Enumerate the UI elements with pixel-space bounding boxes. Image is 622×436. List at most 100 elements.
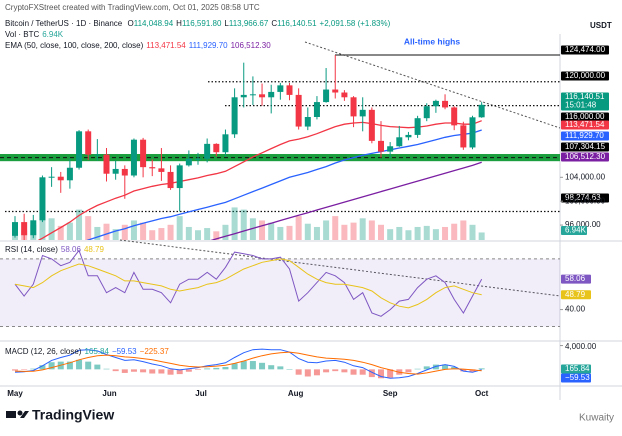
annotation: All-time highs	[404, 36, 460, 46]
volume-bar	[396, 226, 403, 240]
candle-body	[231, 97, 238, 135]
price-tag-label: 120,000.00	[565, 71, 606, 80]
rsi-tick-label: 58.06	[565, 274, 586, 283]
y-tick-label: 104,000.00	[565, 172, 606, 181]
price-tag	[561, 92, 609, 111]
volume-bar	[140, 222, 147, 240]
volume-tag	[561, 226, 587, 235]
macd-histogram	[423, 366, 430, 370]
macd-histogram	[21, 369, 28, 370]
candle-body	[323, 89, 330, 103]
ohlc-key: H	[176, 19, 182, 28]
price-tag	[561, 120, 609, 130]
price-tag-label: 107,304.15	[565, 142, 606, 151]
volume-bar	[469, 224, 476, 240]
candle-body	[12, 222, 18, 236]
price-tag	[561, 152, 609, 162]
candle-body	[286, 85, 293, 95]
macd-tag	[561, 373, 591, 383]
rsi-tag	[561, 274, 591, 284]
volume-bar	[295, 216, 302, 240]
candle-body	[30, 220, 37, 236]
candle-body	[103, 154, 110, 174]
volume-bar	[359, 218, 366, 240]
volume-bar	[460, 220, 467, 240]
candle-body	[460, 125, 467, 148]
macd-histogram	[359, 369, 366, 375]
volume-bar	[432, 229, 439, 240]
macd-histogram	[295, 369, 302, 375]
volume-bar	[176, 216, 183, 240]
macd-histogram	[85, 361, 92, 370]
volume-bar	[231, 207, 238, 240]
macd-histogram	[341, 369, 348, 373]
macd-histogram	[478, 368, 485, 370]
macd-histogram	[94, 364, 101, 370]
macd-tick-label: 4,000.00	[565, 342, 597, 351]
candle-body	[442, 100, 449, 108]
macd-histogram	[268, 365, 275, 370]
macd-histogram	[149, 369, 156, 374]
volume-bar	[423, 225, 430, 240]
x-tick-label: Jun	[102, 389, 116, 398]
y-tick-label: 96,000.00	[565, 220, 601, 229]
candle-body	[57, 176, 64, 181]
price-tag	[561, 71, 609, 81]
ohlc-value: 116,591.80	[181, 19, 222, 28]
macd-histogram	[30, 368, 37, 370]
ema-line	[210, 161, 482, 240]
candle-body	[66, 167, 73, 181]
macd-histogram	[460, 369, 467, 372]
candle-body	[313, 102, 320, 117]
macd-histogram	[240, 361, 247, 370]
macd-histogram	[195, 369, 201, 370]
macd-histogram	[350, 369, 357, 375]
macd-histogram	[405, 369, 412, 373]
symbol-line: Bitcoin / TetherUS · 1D · Binance O114,0…	[5, 19, 393, 28]
macd-histogram	[66, 361, 73, 370]
candle-body	[204, 143, 211, 159]
rsi-tick-label: 40.00	[565, 305, 586, 314]
volume-bar	[149, 230, 156, 240]
candle-body	[85, 131, 92, 155]
ema-line	[86, 129, 482, 240]
volume-bar	[112, 229, 119, 240]
macd-histogram	[304, 369, 311, 377]
macd-tick-label: 165.84	[565, 364, 590, 373]
macd-histogram	[204, 368, 211, 370]
macd-title: MACD (12, 26, close)	[5, 347, 82, 356]
rsi-tag	[561, 290, 591, 300]
rsi-tick-label: 48.79	[565, 290, 586, 299]
candle-body	[304, 116, 311, 127]
macd-histogram	[39, 365, 46, 370]
rsi-legend: RSI (14, close) 58.06 48.79	[5, 245, 107, 254]
candle-body	[378, 140, 384, 152]
volume-value: 6.94K	[42, 30, 64, 39]
macd-histogram	[442, 364, 449, 370]
macd-histogram	[451, 366, 458, 370]
macd-histogram	[185, 369, 192, 372]
volume-bar	[76, 209, 83, 240]
candle-body	[295, 94, 302, 127]
macd-histogram	[158, 369, 165, 374]
candle-body	[341, 92, 348, 98]
volume-line: Vol · BTC 6.94K	[5, 30, 66, 39]
candle-body	[185, 158, 192, 166]
trendline	[304, 41, 561, 129]
candle-body	[121, 168, 128, 176]
ema-line	[37, 120, 482, 240]
volume-bar	[85, 216, 92, 240]
ema-line: EMA (50, close, 100, close, 200, close) 1…	[5, 41, 274, 50]
brand: TradingView	[6, 407, 114, 423]
candle-body	[469, 117, 476, 148]
rsi-value: 58.06	[60, 245, 81, 254]
macd-histogram	[432, 364, 439, 370]
signal-line	[14, 351, 482, 375]
x-tick-label: Jul	[195, 389, 207, 398]
macd-histogram	[277, 366, 284, 370]
candle-body	[94, 154, 101, 156]
candle-body	[48, 176, 55, 178]
candle-body	[222, 134, 229, 153]
candle-body	[423, 106, 430, 119]
